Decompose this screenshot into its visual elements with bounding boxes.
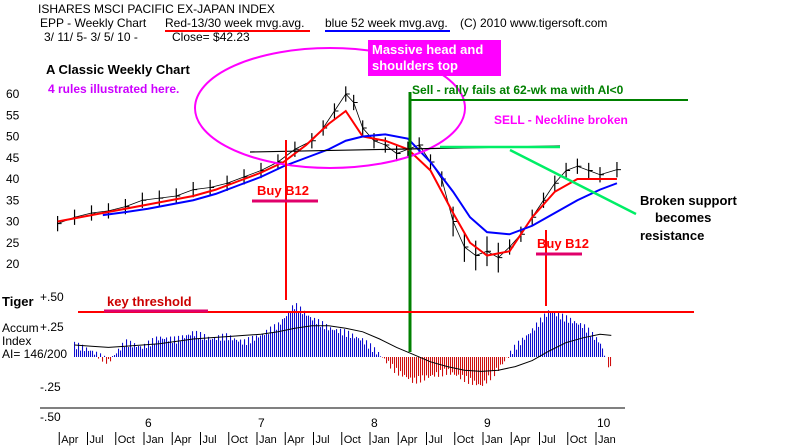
month-label: Apr	[513, 434, 530, 446]
price-tick-label: 50	[6, 130, 20, 144]
month-label: Apr	[61, 434, 78, 446]
accum-tick-label: +.50	[40, 290, 64, 304]
year-label: 9	[484, 416, 491, 430]
year-label: 6	[145, 416, 152, 430]
ai-value: AI= 146/200	[2, 347, 67, 361]
month-label: Jan	[372, 434, 390, 446]
tiger-label: Tiger	[2, 294, 34, 309]
year-label: 7	[258, 416, 265, 430]
month-label: Jul	[203, 434, 217, 446]
blue-ma-legend: blue 52 week mvg.avg.	[325, 16, 448, 30]
accum-y-axis: -.50 -.25 +.25 +.50	[40, 290, 64, 424]
accum-tick-label: -.50	[40, 410, 61, 424]
year-label: 8	[371, 416, 378, 430]
red-ma-legend: Red-13/30 week mvg.avg.	[165, 16, 304, 30]
month-label: Oct	[344, 434, 361, 446]
rules-label: 4 rules illustrated here.	[48, 82, 179, 96]
month-label: Jan	[146, 434, 164, 446]
price-tick-label: 30	[6, 215, 20, 229]
hs-top-label-2: shoulders top	[372, 58, 458, 73]
hs-top-box	[368, 40, 501, 76]
accum-panel	[74, 303, 612, 386]
blue-ma-line	[102, 133, 618, 236]
year-label: 10	[597, 416, 611, 430]
sell-rally-label: Sell - rally fails at 62-wk ma with AI<0	[412, 83, 624, 97]
price-tick-label: 45	[6, 151, 20, 165]
close-price: Close= $42.23	[172, 30, 250, 44]
month-label: Apr	[287, 434, 304, 446]
price-tick-label: 55	[6, 108, 20, 122]
month-label: Jul	[316, 434, 330, 446]
price-tick-label: 20	[6, 257, 20, 271]
hs-top-label-1: Massive head and	[372, 42, 483, 57]
month-label: Jan	[259, 434, 277, 446]
price-tick-label: 60	[6, 87, 20, 101]
accum-label: Accum	[2, 321, 39, 335]
broken-support-label-3: resistance	[640, 228, 704, 243]
accum-tick-label: -.25	[40, 380, 61, 394]
sell-neckline-label: SELL - Neckline broken	[494, 113, 628, 127]
accum-ma-line	[74, 325, 612, 372]
month-label: Jan	[485, 434, 503, 446]
month-label: Oct	[570, 434, 587, 446]
accum-tick-label: +.25	[40, 320, 64, 334]
month-label: Apr	[174, 434, 191, 446]
broken-support-pointer	[509, 148, 637, 216]
broken-support-label-2: becomes	[655, 210, 711, 225]
x-axis: 6 7 8 9 10 Apr Jul Oct Jan Apr Jul Oct Jan Apr Jul Oct J…	[40, 407, 625, 446]
price-tick-label: 25	[6, 236, 20, 250]
symbol-line: EPP - Weekly Chart	[40, 16, 147, 30]
date-range: 3/ 11/ 5- 3/ 5/ 10 -	[44, 30, 138, 44]
price-panel	[56, 86, 621, 273]
month-label: Apr	[400, 434, 417, 446]
price-tick-label: 35	[6, 193, 20, 207]
red-ma-line	[57, 109, 617, 257]
buy-b12-left-label: Buy B12	[257, 183, 309, 198]
price-tick-label: 40	[6, 172, 20, 186]
copyright-text: (C) 2010 www.tigersoft.com	[460, 16, 607, 30]
key-threshold-label: key threshold	[107, 294, 192, 309]
buy-b12-right-label: Buy B12	[537, 236, 589, 251]
month-label: Oct	[118, 434, 135, 446]
month-label: Jan	[598, 434, 616, 446]
month-label: Jul	[429, 434, 443, 446]
month-label: Oct	[231, 434, 248, 446]
classic-chart-label: A Classic Weekly Chart	[46, 62, 190, 77]
month-label: Jul	[90, 434, 104, 446]
price-y-axis: 20 25 30 35 40 45 50 55 60	[6, 87, 20, 271]
broken-support-label-1: Broken support	[640, 193, 737, 208]
month-label: Oct	[457, 434, 474, 446]
chart-title: ISHARES MSCI PACIFIC EX-JAPAN INDEX	[38, 2, 275, 16]
month-label: Jul	[542, 434, 556, 446]
head-shoulders-ellipse	[194, 47, 466, 169]
index-label: Index	[2, 334, 31, 348]
